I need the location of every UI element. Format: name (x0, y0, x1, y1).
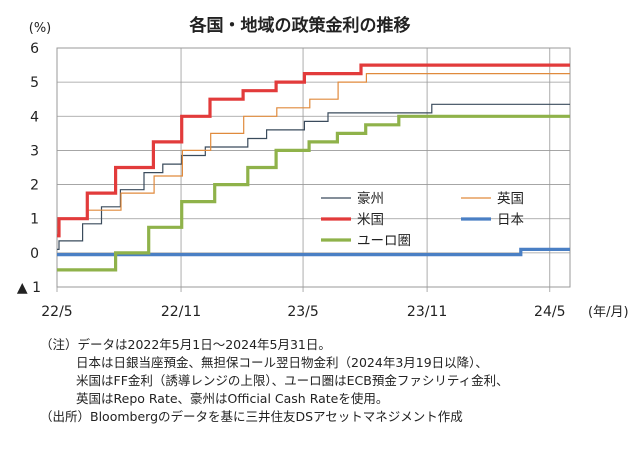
y-tick-label: 0 (30, 246, 39, 262)
x-tick-label: 23/11 (407, 304, 447, 320)
note-japan: 日本は日銀当座預金、無担保コール翌日物金利（2024年3月19日以降）、 (76, 355, 488, 370)
series-line-5 (57, 114, 570, 272)
y-tick-label: 5 (30, 75, 39, 91)
note-uk-aus: 英国はRepo Rate、豪州はOfficial Cash Rateを使用。 (76, 391, 389, 406)
legend-label: 日本 (497, 212, 525, 228)
x-tick-label: 22/5 (41, 304, 72, 320)
x-axis-unit-label: (年/月) (588, 305, 629, 320)
x-tick-label: 22/11 (161, 304, 201, 320)
series-line-4 (57, 247, 570, 257)
legend-label: 米国 (357, 212, 384, 228)
y-tick-label: 6 (30, 41, 39, 57)
y-tick-label: 3 (30, 143, 39, 159)
footnotes: （注）データは2022年5月1日～2024年5月31日。 日本は日銀当座預金、無… (40, 336, 635, 426)
note-source: （出所）Bloombergのデータを基に三井住友DSアセットマネジメント作成 (40, 409, 463, 424)
series-line-3 (57, 63, 570, 238)
y-tick-label: 4 (30, 109, 39, 125)
series-line-1 (57, 103, 570, 250)
x-tick-label: 23/5 (287, 304, 318, 320)
y-axis-unit-label: (%) (29, 21, 52, 36)
legend-label: ユーロ圏 (357, 233, 411, 249)
chart-title: 各国・地域の政策金利の推移 (189, 15, 411, 36)
y-tick-label: 1 (30, 212, 39, 228)
x-tick-label: 24/5 (534, 304, 565, 320)
y-tick-label: 2 (30, 178, 39, 194)
y-tick-label: ▲ 1 (17, 280, 41, 296)
note-period: （注）データは2022年5月1日～2024年5月31日。 (40, 337, 331, 352)
legend-label: 英国 (497, 190, 524, 207)
note-us-euro: 米国はFF金利（誘導レンジの上限）、ユーロ圏はECB預金ファシリティ金利、 (76, 373, 509, 388)
legend-label: 豪州 (357, 191, 384, 207)
